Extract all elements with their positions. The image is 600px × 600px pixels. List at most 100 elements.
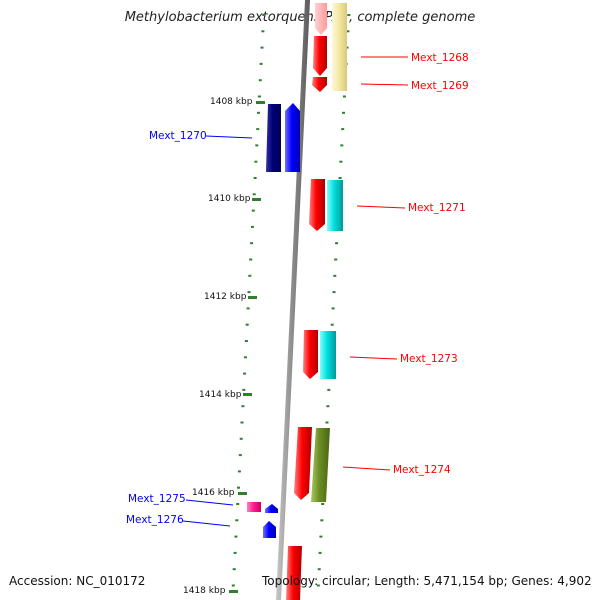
track-dot — [244, 356, 247, 359]
track-dot — [248, 274, 252, 277]
track-dot — [262, 14, 266, 16]
track-dot — [253, 177, 257, 179]
axis-label-1412: 1412 kbp — [204, 292, 247, 302]
track-dot — [320, 519, 324, 522]
track-dot — [258, 79, 262, 82]
track-dot — [316, 584, 320, 587]
axis-label-1418: 1418 kbp — [183, 586, 226, 596]
gene-arrow-mext-1269[interactable] — [312, 77, 327, 92]
gene-label-mext-1270[interactable]: Mext_1270 — [149, 130, 207, 142]
axis-label-1416: 1416 kbp — [192, 488, 235, 498]
track-dot — [326, 405, 330, 408]
track-dot — [318, 551, 322, 554]
cds-block-mext-1270[interactable] — [266, 104, 281, 172]
track-dot — [346, 30, 350, 33]
track-dot — [249, 258, 253, 261]
cds-block-mext-1271[interactable] — [327, 180, 343, 231]
axis-label-1414: 1414 kbp — [199, 390, 242, 400]
track-dot — [333, 274, 337, 277]
accession-text: Accession: NC_010172 — [9, 574, 146, 588]
track-dot — [247, 291, 251, 294]
leader-line-mext-1270 — [205, 135, 253, 139]
axis-label-1408: 1408 kbp — [210, 97, 253, 107]
leader-line-mext-1274 — [342, 466, 391, 471]
track-dot — [260, 46, 264, 49]
cds-block-mext-1275[interactable] — [247, 502, 261, 512]
track-dot — [241, 405, 245, 408]
gene-arrow-mext-1271[interactable] — [309, 179, 325, 231]
axis-tick — [229, 590, 238, 593]
gene-arrow-mext-1275[interactable] — [265, 504, 278, 513]
gene-arrow-mext-1273[interactable] — [303, 330, 318, 379]
gene-blocks — [247, 3, 347, 600]
track-dot — [342, 95, 346, 98]
cds-block-mext-1274[interactable] — [311, 428, 330, 502]
gene-arrow-mext-1268[interactable] — [313, 36, 327, 76]
track-dot — [232, 568, 236, 571]
leader-line-mext-1271 — [356, 205, 406, 209]
gene-label-mext-1273[interactable]: Mext_1273 — [400, 353, 458, 365]
track-dot — [240, 421, 244, 424]
track-dot — [256, 128, 260, 131]
track-dot — [331, 307, 335, 310]
track-dot — [325, 421, 329, 424]
track-dot — [340, 144, 344, 147]
track-dot — [338, 177, 342, 179]
track-dot — [237, 486, 240, 489]
axis-tick — [248, 296, 257, 299]
track-dot — [341, 128, 345, 131]
axis-tick — [238, 492, 247, 495]
track-dot — [319, 535, 323, 538]
leader-line-mext-1273 — [349, 356, 398, 360]
gene-arrow-mext-1276[interactable] — [263, 521, 276, 538]
track-dot — [255, 144, 259, 147]
track-dot — [254, 160, 258, 163]
track-dot — [252, 193, 256, 196]
left-dot-track — [231, 14, 266, 587]
track-dot — [243, 372, 247, 375]
track-dot — [321, 503, 325, 505]
leader-line-mext-1275 — [185, 499, 234, 506]
axis-tick — [252, 198, 261, 201]
topology-summary: Topology: circular; Length: 5,471,154 bp… — [262, 574, 592, 588]
track-dot — [257, 95, 261, 98]
map-title: Methylobacterium extorquens PA1, complet… — [124, 10, 476, 25]
track-dot — [259, 62, 263, 65]
cds-block-mext-1273[interactable] — [320, 331, 336, 379]
gene-arrow-top[interactable] — [315, 3, 327, 35]
track-dot — [317, 568, 321, 571]
track-dot — [332, 291, 336, 294]
track-dot — [327, 388, 331, 391]
track-dot — [235, 519, 239, 522]
axis-ticks — [229, 101, 265, 593]
leader-line-mext-1276 — [182, 520, 231, 527]
track-dot — [246, 307, 250, 310]
gene-arrow-mext-1274[interactable] — [294, 427, 312, 500]
track-dot — [236, 503, 240, 505]
gene-label-mext-1271[interactable]: Mext_1271 — [408, 202, 466, 214]
track-dot — [239, 437, 243, 440]
gene-label-mext-1269[interactable]: Mext_1269 — [411, 80, 469, 92]
track-dot — [233, 551, 237, 554]
track-dot — [242, 388, 246, 391]
gene-label-mext-1275[interactable]: Mext_1275 — [128, 493, 186, 505]
gene-label-mext-1274[interactable]: Mext_1274 — [393, 464, 451, 476]
leader-line-mext-1269 — [360, 83, 409, 86]
axis-tick — [243, 393, 252, 396]
gene-label-mext-1276[interactable]: Mext_1276 — [126, 514, 184, 526]
gene-arrow-mext-1270[interactable] — [285, 103, 300, 172]
track-dot — [342, 111, 345, 114]
track-dot — [334, 258, 338, 261]
track-dot — [238, 454, 242, 457]
track-dot — [261, 30, 265, 33]
track-dot — [257, 111, 260, 114]
genome-backbone — [276, 0, 310, 600]
track-dot — [339, 160, 343, 163]
cds-block-top[interactable] — [332, 3, 347, 91]
track-dot — [330, 323, 334, 326]
gene-label-mext-1268[interactable]: Mext_1268 — [411, 52, 469, 64]
track-dot — [237, 470, 241, 473]
track-dot — [251, 225, 254, 228]
gene-arrow-bottom[interactable] — [286, 546, 302, 600]
